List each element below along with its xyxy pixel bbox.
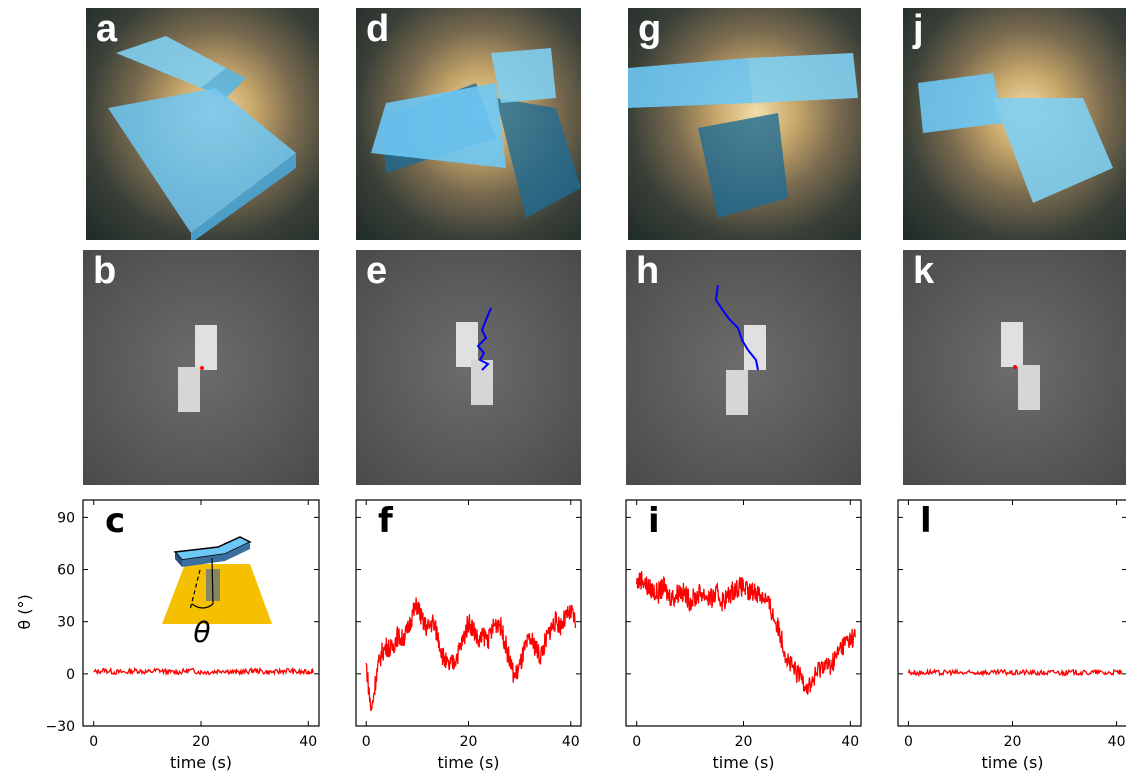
micro-panel-b: b (83, 250, 319, 485)
plot-c: 0 20 40 −30 0 30 60 90 time (s) c (45, 499, 320, 772)
micro-panel-k: k (903, 250, 1126, 485)
x-tick-label: 20 (735, 734, 753, 750)
micro-panel-e: e (356, 250, 581, 485)
plot-frame (625, 499, 862, 727)
panel-label-h: h (636, 250, 660, 292)
panel-label-g: g (638, 8, 662, 50)
plot-f: 0 20 40 time (s) f (355, 499, 582, 772)
panel-label-b: b (93, 250, 117, 292)
inset-schematic: θ (162, 536, 272, 649)
render-panel-a: a (86, 8, 319, 240)
x-tick-label: 0 (904, 734, 913, 750)
angle-plots: θ (°) 0 20 40 −30 0 30 60 90 time (s) c 0 20 40 time … (15, 499, 1126, 772)
theta-trace (93, 666, 314, 677)
slab-render-j (918, 73, 1113, 203)
plot-frame (897, 499, 1126, 727)
particle-k (1001, 322, 1040, 410)
x-tick-label: 40 (1108, 734, 1126, 750)
theta-trace (636, 570, 856, 695)
x-tick-label: 40 (299, 734, 317, 750)
slab-render-d (371, 48, 581, 218)
slab-render-g (628, 53, 858, 218)
panel-label-e: e (366, 250, 388, 292)
x-tick-label: 0 (632, 734, 641, 750)
x-axis-label: time (s) (712, 753, 774, 772)
panel-label-f: f (378, 501, 394, 541)
micro-panel-h: h (626, 250, 861, 485)
particle-h (714, 284, 766, 415)
panel-label-a: a (96, 8, 118, 50)
y-tick-label: 60 (57, 563, 75, 579)
slab-render-a (108, 36, 296, 240)
panel-label-j: j (913, 8, 924, 50)
x-tick-label: 40 (562, 734, 580, 750)
panel-label-k: k (913, 250, 935, 292)
theta-trace (907, 667, 1123, 678)
render-panel-j: j (903, 8, 1126, 240)
plot-i: 0 20 40 time (s) i (625, 499, 862, 772)
render-panel-d: d (356, 8, 581, 240)
x-tick-label: 20 (192, 734, 210, 750)
particle-e (456, 307, 493, 405)
y-tick-label: 90 (57, 510, 75, 526)
y-tick-label: −30 (45, 719, 75, 735)
x-tick-label: 40 (841, 734, 859, 750)
y-tick-label: 0 (66, 667, 75, 683)
x-axis-label: time (s) (437, 753, 499, 772)
x-tick-label: 20 (460, 734, 478, 750)
render-panel-g: g (628, 8, 861, 240)
x-tick-label: 0 (362, 734, 371, 750)
panel-label-c: c (105, 501, 125, 541)
panel-label-d: d (366, 8, 390, 50)
inset-theta-label: θ (193, 616, 210, 649)
plot-l: 0 20 40 time (s) l (897, 499, 1126, 772)
ylabel-theta: θ (°) (15, 594, 34, 629)
particle-b (178, 325, 217, 412)
theta-trace (365, 597, 577, 711)
x-axis-label: time (s) (170, 753, 232, 772)
panel-label-l: l (920, 501, 932, 541)
panel-label-i: i (648, 501, 660, 541)
y-tick-label: 30 (57, 615, 75, 631)
x-tick-label: 20 (1004, 734, 1022, 750)
x-axis-label: time (s) (981, 753, 1043, 772)
x-tick-label: 0 (89, 734, 98, 750)
